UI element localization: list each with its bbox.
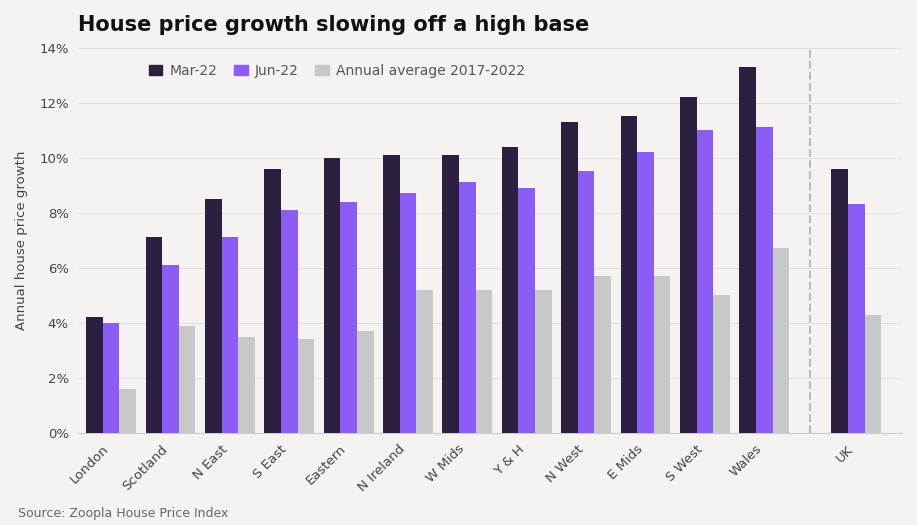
Bar (281, 210, 297, 433)
Bar (518, 188, 535, 433)
Bar (459, 183, 476, 433)
Bar (442, 155, 459, 433)
Bar (383, 155, 400, 433)
Legend: Mar-22, Jun-22, Annual average 2017-2022: Mar-22, Jun-22, Annual average 2017-2022 (143, 58, 531, 83)
Bar (204, 199, 222, 433)
Bar (535, 290, 552, 433)
Bar (713, 295, 730, 433)
Bar (637, 152, 654, 433)
Bar (340, 202, 357, 433)
Bar (264, 169, 281, 433)
Bar (502, 146, 518, 433)
Bar (416, 290, 433, 433)
Y-axis label: Annual house price growth: Annual house price growth (15, 151, 28, 330)
Bar (578, 172, 594, 433)
Bar (697, 130, 713, 433)
Bar (621, 117, 637, 433)
Bar (739, 67, 756, 433)
Bar (86, 317, 103, 433)
Bar (756, 128, 772, 433)
Text: House price growth slowing off a high base: House price growth slowing off a high ba… (79, 15, 590, 35)
Bar (772, 248, 790, 433)
Bar (222, 237, 238, 433)
Bar (238, 337, 255, 433)
Bar (476, 290, 492, 433)
Bar (162, 265, 179, 433)
Bar (324, 158, 340, 433)
Bar (654, 276, 670, 433)
Bar (679, 97, 697, 433)
Bar (561, 122, 578, 433)
Bar (594, 276, 611, 433)
Bar (179, 326, 195, 433)
Bar (832, 169, 848, 433)
Bar (848, 204, 865, 433)
Bar (297, 339, 315, 433)
Bar (400, 194, 416, 433)
Bar (357, 331, 373, 433)
Text: Source: Zoopla House Price Index: Source: Zoopla House Price Index (18, 507, 228, 520)
Bar (146, 237, 162, 433)
Bar (103, 323, 119, 433)
Bar (119, 389, 136, 433)
Bar (865, 314, 881, 433)
